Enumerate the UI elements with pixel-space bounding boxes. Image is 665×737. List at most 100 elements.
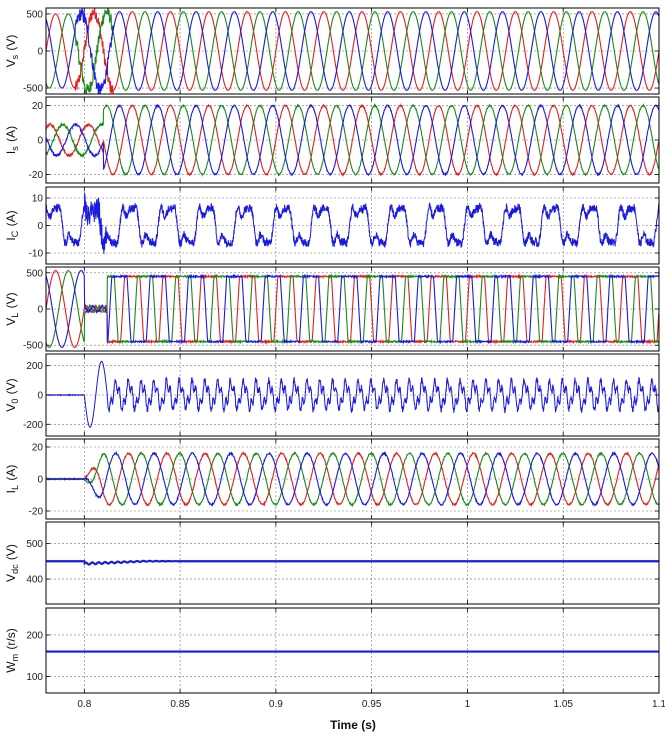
- y-axis-label: IL (A): [4, 465, 20, 494]
- y-label-subscript: L: [10, 485, 20, 490]
- series-line-phase-3: [46, 270, 659, 348]
- y-label-unit: (V): [4, 35, 18, 54]
- shared-x-axis: 0.8 0.85 0.9 0.95 1 1.05 1.1: [77, 699, 665, 710]
- y-axis-label: IC (A): [4, 210, 20, 240]
- plot-area: [46, 522, 659, 604]
- series-group: [46, 192, 659, 254]
- y-label-subscript: s: [10, 54, 20, 59]
- subplot-4: -500 0 500 VL (V): [4, 266, 660, 352]
- series-group: [46, 360, 659, 428]
- y-label-main: I: [4, 151, 18, 154]
- subplot-1: -500 0 500 Vs (V): [4, 7, 660, 95]
- series-group: [46, 270, 659, 348]
- y-tick-label: 500: [26, 268, 43, 279]
- series-line-phase-2: [46, 450, 659, 508]
- series-line: [46, 360, 659, 428]
- y-label-main: V: [4, 574, 18, 582]
- y-tick-label: 0: [37, 47, 43, 58]
- y-tick-label: -200: [23, 420, 43, 431]
- y-label-unit: (V): [4, 292, 18, 311]
- y-label-unit: (A): [4, 465, 18, 484]
- x-axis-label: Time (s): [330, 718, 376, 732]
- x-tick-label: 0.8: [77, 699, 91, 710]
- y-tick-label: -20: [29, 170, 44, 181]
- axes-frame: [45, 186, 660, 265]
- series-group: [46, 8, 659, 94]
- y-label-main: I: [4, 490, 18, 493]
- y-axis-label: V0 (V): [4, 378, 20, 411]
- series-line-phase-1: [46, 8, 659, 94]
- y-tick-label: 20: [32, 443, 44, 454]
- series-line-phase-1: [46, 103, 659, 177]
- y-label-unit: (V): [4, 544, 18, 563]
- subplot-8: 100 200 Wm (r/s): [4, 607, 660, 694]
- y-tick-label: -10: [29, 249, 44, 260]
- subplot-2: -20 0 20 Is (A): [4, 96, 660, 184]
- y-tick-label: 0: [37, 391, 43, 402]
- series-group: [46, 559, 659, 566]
- plot-area: [46, 354, 659, 436]
- axes-frame: [45, 521, 660, 605]
- subplot-7: 400 500 Vdc (V): [4, 521, 660, 605]
- y-tick-label: 0: [37, 221, 43, 232]
- y-tick-label: 20: [32, 101, 44, 112]
- y-axis-label: Vs (V): [4, 35, 20, 68]
- series-group: [46, 103, 659, 177]
- y-tick-label: 200: [26, 361, 43, 372]
- y-tick-label: 0: [37, 305, 43, 316]
- y-label-subscript: dc: [10, 564, 20, 574]
- series-line: [46, 559, 659, 566]
- axes-frame: [45, 7, 660, 95]
- axes-frame: [45, 607, 660, 694]
- x-tick-label: 1: [465, 699, 471, 710]
- y-label-main: V: [4, 404, 18, 412]
- y-label-main: W: [4, 661, 18, 673]
- y-label-subscript: m: [10, 654, 20, 662]
- y-axis-label: Vdc (V): [4, 544, 20, 582]
- y-tick-label: 100: [26, 672, 43, 683]
- subplot-3: -10 0 10 IC (A): [4, 186, 660, 265]
- y-axis-label: Wm (r/s): [4, 628, 20, 672]
- y-label-main: V: [4, 59, 18, 67]
- axes-frame: [45, 353, 660, 437]
- axes-frame: [45, 266, 660, 352]
- series-group: [46, 450, 659, 508]
- y-tick-label: 0: [37, 136, 43, 147]
- y-tick-label: 400: [26, 575, 43, 586]
- y-tick-label: 0: [37, 475, 43, 486]
- y-tick-label: 200: [26, 630, 43, 641]
- series-line-phase-2: [46, 270, 659, 348]
- y-label-main: I: [4, 237, 18, 240]
- series-line-phase-3: [46, 8, 659, 94]
- axes-frame: [45, 96, 660, 184]
- y-label-unit: (A): [4, 210, 18, 229]
- y-tick-label: 10: [32, 194, 44, 205]
- axes-frame: [45, 438, 660, 520]
- plot-area: [46, 187, 659, 264]
- y-tick-label: 500: [26, 539, 43, 550]
- x-tick-label: 1.1: [652, 699, 665, 710]
- x-tick-label: 1.05: [553, 699, 573, 710]
- y-label-subscript: 0: [10, 399, 20, 404]
- y-tick-label: -20: [29, 507, 44, 518]
- series-line-phase-1: [46, 270, 659, 348]
- y-label-unit: (V): [4, 378, 18, 397]
- series-line: [46, 192, 659, 254]
- subplot-6: -20 0 20 IL (A): [4, 438, 660, 520]
- x-tick-label: 0.85: [170, 699, 190, 710]
- y-axis-label: Is (A): [4, 126, 20, 154]
- y-tick-label: -500: [23, 341, 43, 352]
- y-tick-label: 500: [26, 9, 43, 20]
- y-label-subscript: C: [10, 230, 20, 237]
- x-tick-label: 0.9: [269, 699, 283, 710]
- y-label-unit: (r/s): [4, 628, 18, 653]
- series-line-phase-2: [46, 8, 659, 94]
- series-line-phase-2: [46, 103, 659, 177]
- y-label-subscript: s: [10, 146, 20, 151]
- y-tick-label: -500: [23, 84, 43, 95]
- y-label-main: V: [4, 318, 18, 326]
- y-label-subscript: L: [10, 313, 20, 318]
- y-label-unit: (A): [4, 126, 18, 145]
